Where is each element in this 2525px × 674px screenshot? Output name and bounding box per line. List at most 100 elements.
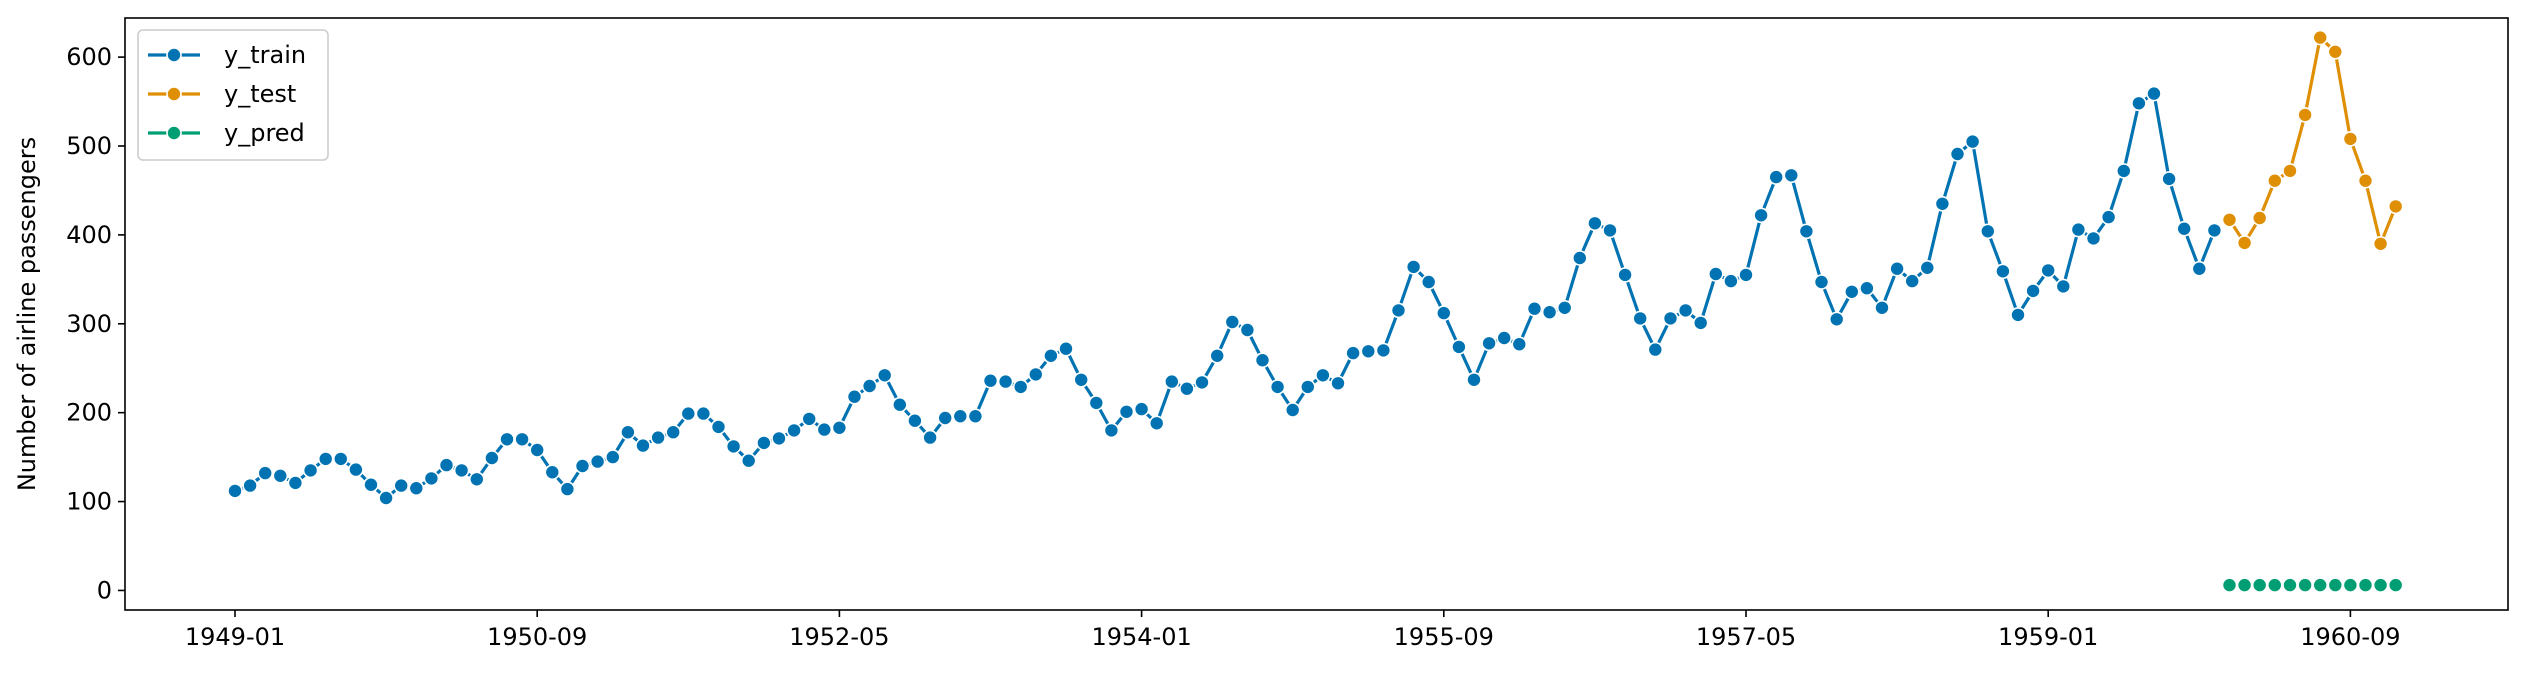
data-point [378,490,394,506]
data-point [1148,415,1165,432]
data-point [2267,577,2283,593]
data-point [2297,577,2313,593]
data-point [2312,577,2328,593]
data-point [2221,577,2238,593]
data-point [846,388,863,405]
data-point [1602,222,1618,239]
data-point [2100,209,2117,225]
data-point [1904,273,1920,289]
data-point [1632,310,1648,327]
data-point [861,378,878,394]
data-point [1043,347,1059,364]
data-point [1647,341,1664,358]
data-point [1738,267,1754,283]
data-point [1662,310,1679,327]
legend: y_train y_test y_pred [137,29,329,161]
data-point [1723,273,1739,289]
data-point [1012,379,1029,395]
data-point [1692,315,1709,331]
data-point [2251,577,2268,593]
data-point [1934,196,1951,212]
data-point [1269,379,1286,395]
y-tick-label: 200 [66,399,112,427]
data-point [1874,299,1890,316]
data-point [1677,302,1694,319]
data-point [891,396,908,413]
plot-frame [124,17,2509,611]
data-point [1798,223,1815,240]
data-point [2040,262,2056,279]
data-point [2267,172,2283,189]
data-point [2251,210,2268,226]
data-point [1315,367,1331,384]
data-point [967,408,984,425]
data-point [2070,221,2087,238]
data-point [2297,107,2313,123]
data-point [635,437,651,454]
data-point [876,367,893,384]
data-point [665,424,682,441]
data-point [1300,379,1316,395]
series-layer [227,29,2404,593]
data-point [801,411,818,427]
data-point [2387,577,2404,593]
data-point [2357,172,2374,189]
data-point [242,477,258,494]
data-point [604,449,621,465]
data-point [1526,300,1543,317]
legend-item-y-test: y_test [148,80,296,108]
data-point [1239,322,1256,338]
data-point [2327,43,2344,60]
data-point [1194,374,1210,391]
data-point [257,465,274,481]
data-point [574,458,591,474]
data-point [1390,302,1407,319]
data-point [559,481,576,497]
legend-item-y-train: y_train [148,41,306,69]
data-point [332,451,349,467]
data-point [1405,259,1422,275]
data-point [2312,29,2328,46]
legend-label: y_test [224,80,296,108]
data-point [1224,314,1241,330]
data-point [1209,347,1225,364]
data-point [1330,375,1346,392]
data-point [2342,131,2359,147]
data-point [1466,371,1482,388]
data-point [756,435,772,451]
data-point [348,461,364,478]
data-point [922,429,938,446]
data-point [2055,278,2072,295]
data-point [997,373,1014,390]
data-point [2236,235,2253,251]
data-point [317,451,334,467]
legend-marker [166,125,182,141]
data-point [1375,342,1392,359]
data-point [2327,577,2344,593]
data-point [1587,215,1603,232]
data-point [1058,340,1074,357]
data-point [1345,345,1361,361]
data-point [2372,577,2389,593]
x-tick-label: 1952-05 [789,623,889,651]
legend-label: y_pred [224,119,305,147]
x-tick-label: 1959-01 [1998,623,2098,651]
data-point [1088,395,1105,411]
data-point [1436,305,1452,321]
data-point [1028,366,1044,383]
data-point [1572,250,1588,266]
data-point [1179,380,1195,397]
data-point [2161,171,2177,187]
data-point [650,429,666,446]
data-point [1753,207,1769,224]
data-point [680,405,697,422]
data-point [952,408,969,425]
data-point [423,470,440,487]
data-point [831,419,848,436]
data-point [1420,274,1437,290]
x-tick-label: 1955-09 [1394,623,1494,651]
x-tick-label: 1960-09 [2300,623,2400,651]
data-point [1964,133,1981,150]
data-point [2191,260,2208,277]
